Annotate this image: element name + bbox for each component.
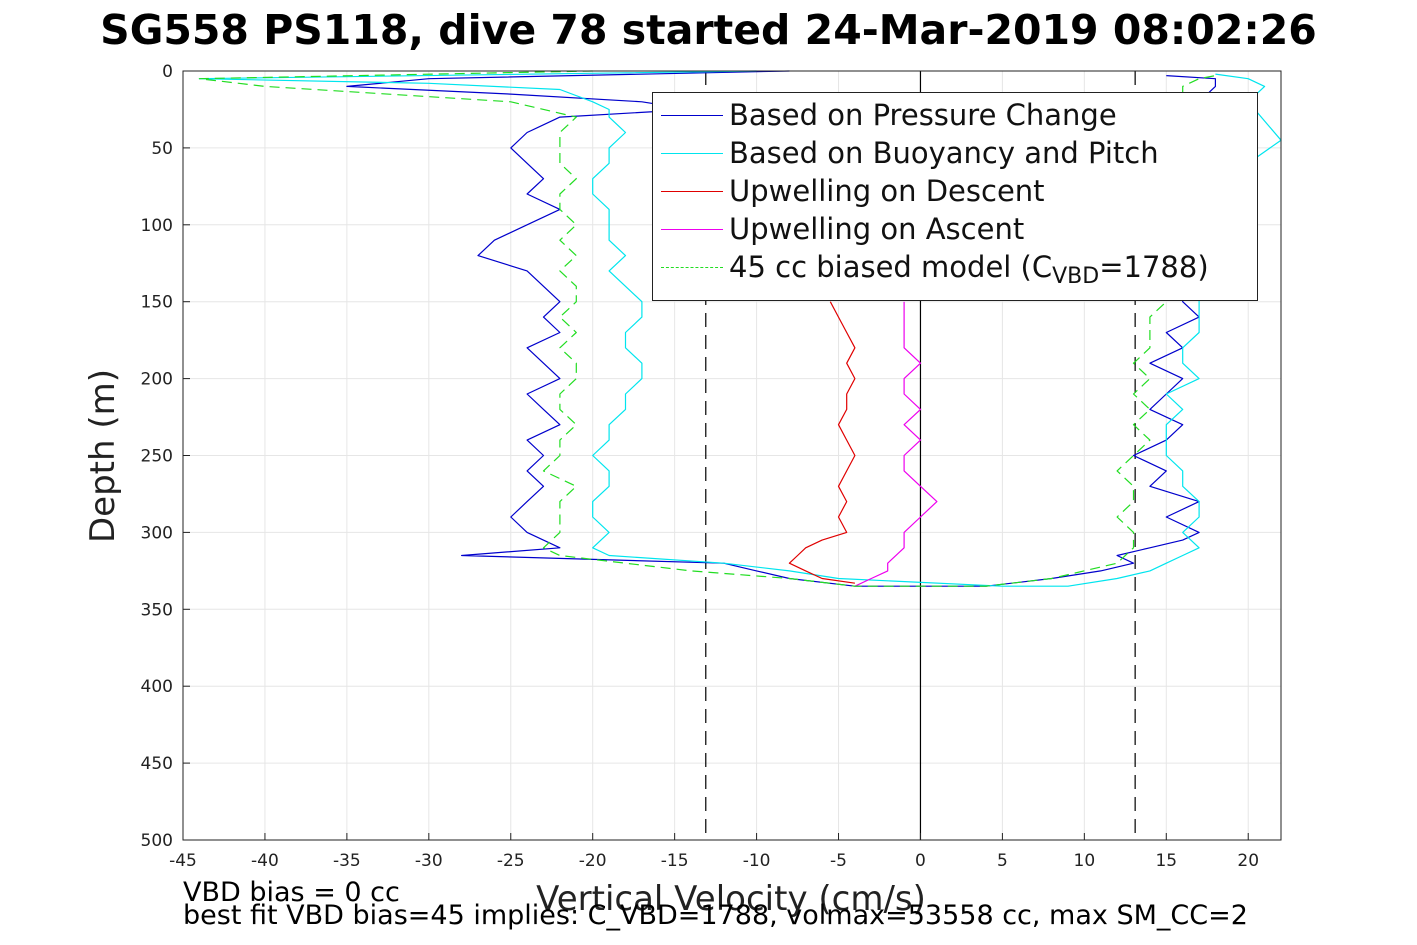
y-tick-label: 150 <box>141 293 173 313</box>
y-tick-label: 50 <box>151 139 173 159</box>
legend-item-pressure: Based on Pressure Change <box>653 96 1257 134</box>
x-tick-label: -45 <box>169 851 197 871</box>
series-line-5 <box>198 70 1216 587</box>
y-tick-label: 300 <box>141 523 173 543</box>
x-ticks: -45 -40 -35 -30 -25 -20 -15 -10 -5 0 5 10 15 20 <box>169 833 1259 871</box>
y-ticks: 0 50 100 150 200 250 300 350 400 450 500 <box>141 62 190 851</box>
series-line-3 <box>788 301 856 584</box>
x-tick-label: -30 <box>415 851 443 871</box>
legend: Based on Pressure Change Based on Buoyan… <box>652 92 1258 301</box>
legend-swatch-upwelling-descent <box>661 191 723 192</box>
legend-label-biased-model: 45 cc biased model (CVBD=1788) <box>729 248 1209 296</box>
x-tick-label: -35 <box>333 851 361 871</box>
legend-swatch-buoyancy <box>661 153 723 154</box>
vbd-bias-note: VBD bias = 0 cc <box>183 877 400 908</box>
y-tick-label: 0 <box>162 62 173 82</box>
x-tick-label: -20 <box>579 851 607 871</box>
x-tick-label: -25 <box>497 851 525 871</box>
x-tick-label: 20 <box>1237 851 1259 871</box>
x-tick-label: -5 <box>830 851 847 871</box>
legend-item-biased-model: 45 cc biased model (CVBD=1788) <box>653 248 1257 289</box>
y-tick-label: 100 <box>141 216 173 236</box>
legend-label-upwelling-ascent: Upwelling on Ascent <box>729 212 1025 246</box>
legend-label-prefix: 45 cc biased model (C <box>729 250 1053 284</box>
legend-item-upwelling-ascent: Upwelling on Ascent <box>653 210 1257 248</box>
y-tick-label: 400 <box>141 677 173 697</box>
chart-series <box>198 70 1282 587</box>
x-tick-label: 10 <box>1074 851 1096 871</box>
legend-swatch-pressure <box>661 115 723 116</box>
y-tick-label: 500 <box>141 831 173 851</box>
x-tick-label: -15 <box>661 851 689 871</box>
legend-label-upwelling-descent: Upwelling on Descent <box>729 174 1045 208</box>
y-tick-label: 350 <box>141 600 173 620</box>
x-tick-label: -10 <box>743 851 771 871</box>
series-line-2 <box>198 70 1282 587</box>
x-axis-label: Vertical Velocity (cm/s) <box>536 879 926 919</box>
x-tick-label: 0 <box>915 851 926 871</box>
legend-item-upwelling-descent: Upwelling on Descent <box>653 172 1257 210</box>
best-fit-note: best fit VBD bias=45 implies: C_VBD=1788… <box>183 900 1248 931</box>
y-axis-label: Depth (m) <box>83 368 123 544</box>
series-line-1 <box>346 70 1217 587</box>
legend-label-subscript: VBD <box>1052 264 1100 289</box>
legend-swatch-upwelling-ascent <box>661 229 723 230</box>
series-line-4 <box>854 301 938 587</box>
legend-item-buoyancy: Based on Buoyancy and Pitch <box>653 134 1257 172</box>
x-tick-label: 5 <box>997 851 1008 871</box>
y-tick-label: 200 <box>141 370 173 390</box>
legend-label-suffix: =1788) <box>1099 250 1209 284</box>
chart-title: SG558 PS118, dive 78 started 24-Mar-2019… <box>100 6 1317 54</box>
legend-swatch-biased-model <box>661 267 723 268</box>
x-tick-label: 15 <box>1155 851 1177 871</box>
legend-label-buoyancy: Based on Buoyancy and Pitch <box>729 136 1159 170</box>
y-tick-label: 450 <box>141 754 173 774</box>
y-tick-label: 250 <box>141 447 173 467</box>
x-tick-label: -40 <box>251 851 279 871</box>
legend-label-pressure: Based on Pressure Change <box>729 98 1117 132</box>
